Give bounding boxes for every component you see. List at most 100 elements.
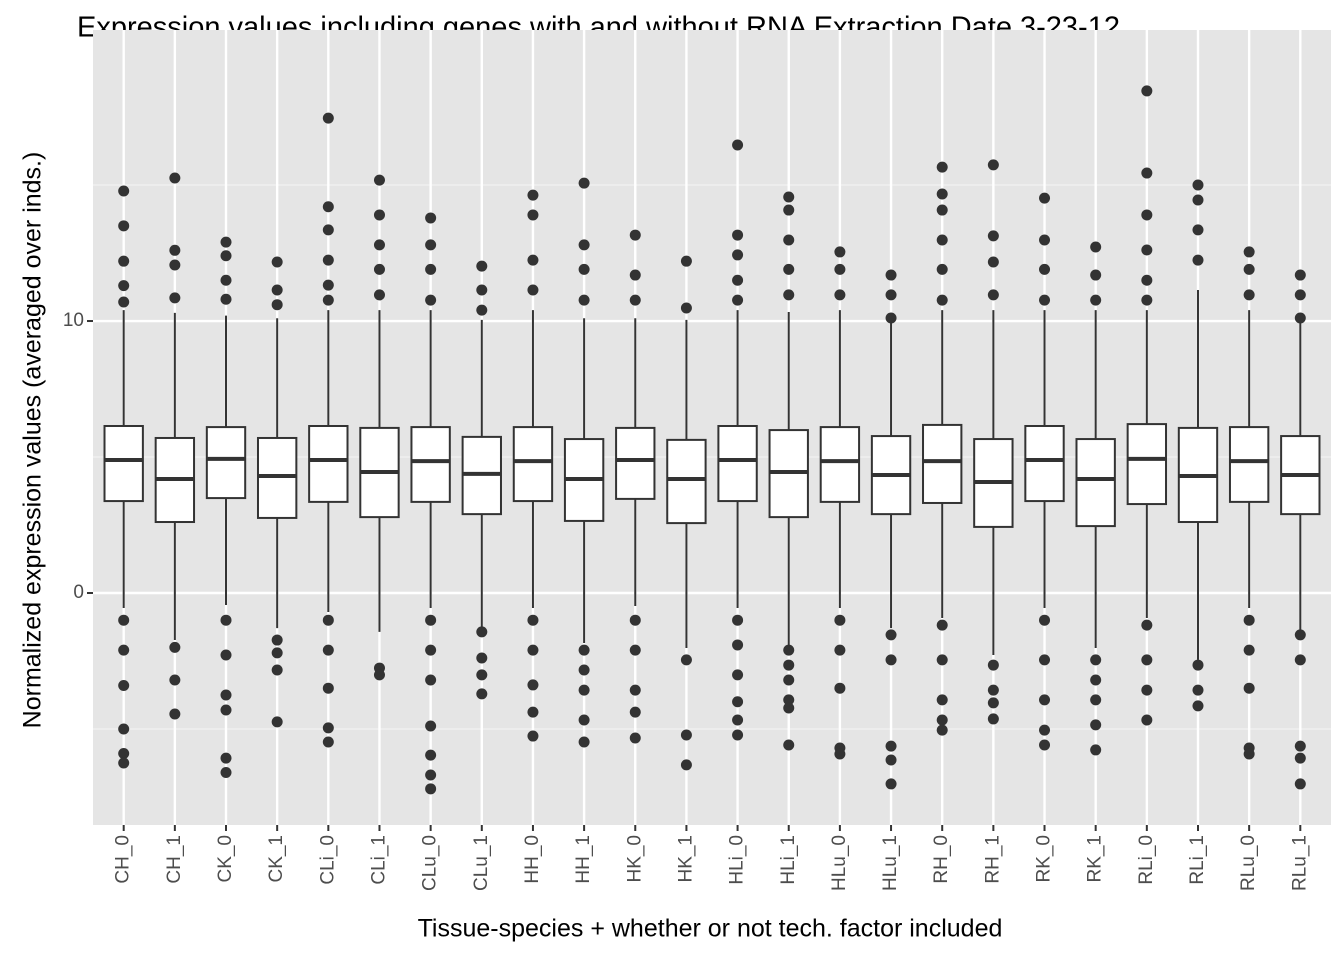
outlier bbox=[885, 289, 897, 301]
box bbox=[205, 426, 247, 500]
outlier bbox=[987, 684, 999, 696]
box bbox=[1024, 425, 1065, 503]
outlier bbox=[527, 189, 539, 201]
outlier bbox=[1294, 752, 1306, 764]
outlier bbox=[322, 644, 334, 656]
outlier bbox=[322, 682, 334, 694]
outlier bbox=[834, 246, 846, 258]
outlier bbox=[476, 260, 488, 272]
outlier bbox=[476, 669, 488, 681]
outlier bbox=[783, 694, 795, 706]
outlier bbox=[322, 614, 334, 626]
outlier bbox=[322, 294, 334, 306]
x-axis-label: Tissue-species + whether or not tech. fa… bbox=[418, 915, 1003, 943]
outlier bbox=[1294, 269, 1306, 281]
outlier bbox=[1294, 740, 1306, 752]
outlier bbox=[680, 654, 692, 666]
outlier bbox=[629, 732, 641, 744]
outlier bbox=[1141, 85, 1153, 97]
outlier bbox=[936, 294, 948, 306]
outlier bbox=[1039, 294, 1051, 306]
outlier bbox=[834, 748, 846, 760]
outlier bbox=[1090, 694, 1102, 706]
outlier bbox=[936, 263, 948, 275]
outlier bbox=[936, 724, 948, 736]
x-tick-label: HH_0 bbox=[522, 835, 543, 884]
outlier bbox=[987, 159, 999, 171]
outlier bbox=[118, 747, 130, 759]
outlier bbox=[1039, 192, 1051, 204]
x-tick-label: HLi_1 bbox=[778, 835, 799, 885]
outlier bbox=[578, 664, 590, 676]
box bbox=[922, 423, 963, 504]
outlier bbox=[834, 614, 846, 626]
box bbox=[1228, 426, 1270, 503]
outlier bbox=[373, 263, 385, 275]
outlier bbox=[220, 236, 232, 248]
outlier bbox=[118, 220, 130, 232]
y-axis-label: Normalized expression values (averaged o… bbox=[19, 152, 47, 729]
outlier bbox=[885, 740, 897, 752]
outlier bbox=[220, 293, 232, 305]
outlier bbox=[629, 684, 641, 696]
x-tick-label: HH_1 bbox=[573, 835, 594, 884]
outlier bbox=[1039, 654, 1051, 666]
outlier bbox=[169, 674, 181, 686]
outlier bbox=[1243, 748, 1255, 760]
outlier bbox=[936, 619, 948, 631]
x-tick-label: CLu_1 bbox=[471, 835, 492, 891]
outlier bbox=[885, 312, 897, 324]
outlier bbox=[783, 702, 795, 714]
box bbox=[615, 426, 656, 500]
outlier bbox=[425, 674, 437, 686]
x-tick-label: HLi_0 bbox=[727, 835, 748, 885]
outlier bbox=[1192, 224, 1204, 236]
outlier bbox=[629, 614, 641, 626]
outlier bbox=[169, 292, 181, 304]
outlier bbox=[1039, 724, 1051, 736]
outlier bbox=[987, 713, 999, 725]
outlier bbox=[783, 659, 795, 671]
outlier bbox=[885, 778, 897, 790]
x-tick-label: RH_1 bbox=[982, 835, 1003, 884]
outlier bbox=[936, 714, 948, 726]
outlier bbox=[578, 239, 590, 251]
outlier bbox=[271, 647, 283, 659]
outlier bbox=[271, 664, 283, 676]
outlier bbox=[425, 749, 437, 761]
outlier bbox=[936, 204, 948, 216]
outlier bbox=[1090, 744, 1102, 756]
outlier bbox=[1141, 209, 1153, 221]
outlier bbox=[322, 279, 334, 291]
outlier bbox=[936, 654, 948, 666]
outlier bbox=[169, 172, 181, 184]
outlier bbox=[322, 224, 334, 236]
outlier bbox=[220, 250, 232, 262]
outlier bbox=[220, 689, 232, 701]
outlier bbox=[527, 254, 539, 266]
x-tick-label: HK_1 bbox=[675, 835, 696, 883]
x-tick-label: CLi_1 bbox=[368, 835, 389, 885]
outlier bbox=[783, 234, 795, 246]
outlier bbox=[732, 139, 744, 151]
outlier bbox=[680, 302, 692, 314]
outlier bbox=[220, 649, 232, 661]
x-tick-label: CH_0 bbox=[113, 835, 134, 884]
outlier bbox=[680, 759, 692, 771]
outlier bbox=[783, 289, 795, 301]
outlier bbox=[732, 729, 744, 741]
x-tick-label: HK_0 bbox=[624, 835, 645, 883]
outlier bbox=[1192, 700, 1204, 712]
outlier bbox=[1294, 289, 1306, 301]
outlier bbox=[732, 696, 744, 708]
outlier bbox=[373, 669, 385, 681]
outlier bbox=[578, 714, 590, 726]
outlier bbox=[1141, 684, 1153, 696]
x-tick-label: RLu_0 bbox=[1238, 835, 1259, 891]
outlier bbox=[425, 783, 437, 795]
x-tick-label: RLi_1 bbox=[1187, 835, 1208, 885]
outlier bbox=[527, 679, 539, 691]
outlier bbox=[527, 706, 539, 718]
y-tick-label: 0 bbox=[73, 582, 84, 603]
outlier bbox=[118, 280, 130, 292]
